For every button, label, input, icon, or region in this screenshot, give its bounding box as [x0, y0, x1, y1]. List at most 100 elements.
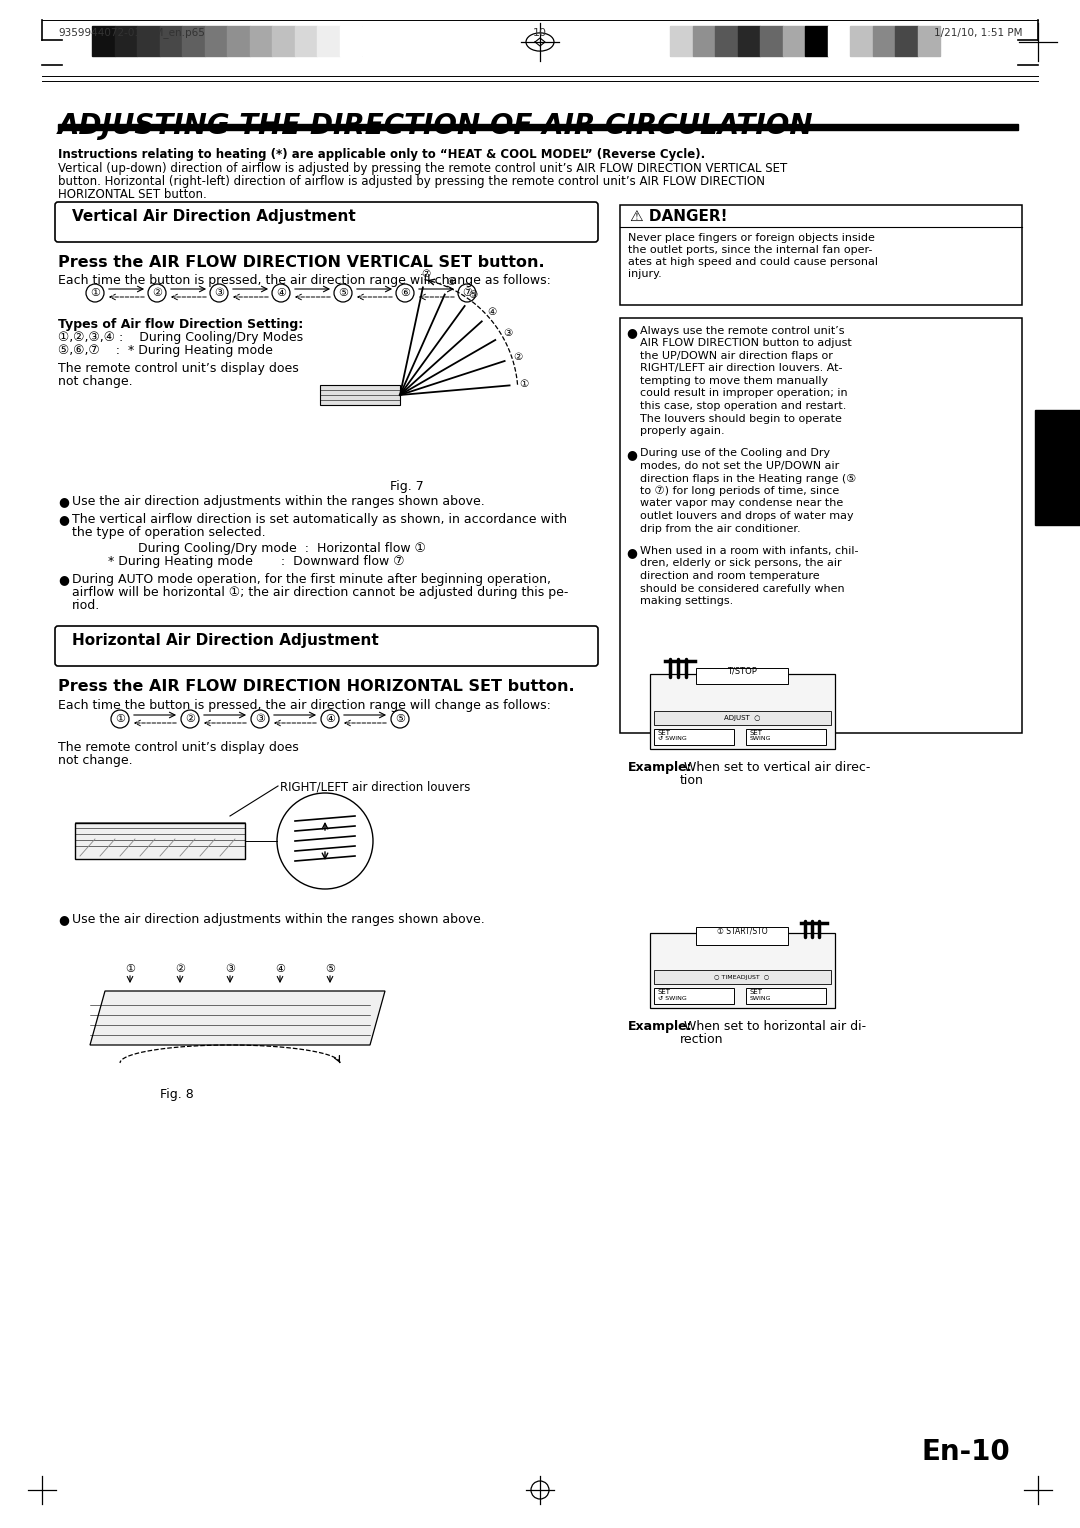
Circle shape: [111, 711, 129, 727]
Text: outlet louvers and drops of water may: outlet louvers and drops of water may: [640, 510, 853, 521]
Text: Vertical (up-down) direction of airflow is adjusted by pressing the remote contr: Vertical (up-down) direction of airflow …: [58, 162, 787, 176]
Text: direction and room temperature: direction and room temperature: [640, 571, 820, 581]
Text: En-10: En-10: [921, 1438, 1010, 1465]
Text: ①: ①: [114, 714, 125, 724]
Text: 9359944072-01_OM_en.p65: 9359944072-01_OM_en.p65: [58, 28, 205, 38]
Text: should be considered carefully when: should be considered carefully when: [640, 584, 845, 593]
Bar: [1035, 410, 1080, 526]
Bar: [715, 26, 738, 57]
Bar: [92, 26, 114, 57]
Bar: [654, 970, 831, 984]
Text: Use the air direction adjustments within the ranges shown above.: Use the air direction adjustments within…: [72, 914, 485, 926]
FancyBboxPatch shape: [55, 626, 598, 666]
Text: When set to vertical air direc-: When set to vertical air direc-: [680, 761, 870, 775]
Text: Instructions relating to heating (*) are applicable only to “HEAT & COOL MODEL” : Instructions relating to heating (*) are…: [58, 148, 705, 160]
Polygon shape: [320, 385, 400, 405]
Text: During Cooling/Dry mode  :  Horizontal flow ①: During Cooling/Dry mode : Horizontal flo…: [138, 542, 426, 555]
Text: modes, do not set the UP/DOWN air: modes, do not set the UP/DOWN air: [640, 461, 839, 471]
Bar: [137, 26, 160, 57]
Bar: [58, 124, 1018, 130]
Bar: [75, 824, 245, 859]
Text: dren, elderly or sick persons, the air: dren, elderly or sick persons, the air: [640, 559, 841, 568]
Circle shape: [396, 284, 414, 303]
Text: ⑤: ⑤: [469, 290, 477, 299]
Bar: [227, 26, 249, 57]
Text: The remote control unit’s display does: The remote control unit’s display does: [58, 741, 299, 753]
Text: ⑦: ⑦: [421, 269, 431, 278]
Text: ●: ●: [58, 573, 69, 587]
Text: Press the AIR FLOW DIRECTION VERTICAL SET button.: Press the AIR FLOW DIRECTION VERTICAL SE…: [58, 255, 544, 270]
Circle shape: [276, 793, 373, 889]
Text: Vertical Air Direction Adjustment: Vertical Air Direction Adjustment: [72, 209, 355, 225]
Text: Horizontal Air Direction Adjustment: Horizontal Air Direction Adjustment: [72, 633, 379, 648]
Text: RIGHT/LEFT air direction louvers: RIGHT/LEFT air direction louvers: [280, 781, 471, 795]
Text: ates at high speed and could cause personal: ates at high speed and could cause perso…: [627, 257, 878, 267]
Bar: [746, 729, 826, 746]
Text: riod.: riod.: [72, 599, 100, 613]
Bar: [620, 205, 1022, 306]
Text: SET: SET: [750, 989, 762, 995]
Text: 10: 10: [534, 28, 546, 38]
Bar: [114, 26, 137, 57]
Text: not change.: not change.: [58, 753, 133, 767]
Text: ④: ④: [325, 714, 335, 724]
Circle shape: [334, 284, 352, 303]
Bar: [160, 26, 183, 57]
Text: the type of operation selected.: the type of operation selected.: [72, 526, 266, 539]
Text: Example:: Example:: [627, 1021, 692, 1033]
Bar: [850, 26, 873, 57]
Text: making settings.: making settings.: [640, 596, 733, 607]
Text: 1/21/10, 1:51 PM: 1/21/10, 1:51 PM: [933, 28, 1022, 38]
Text: The vertical airflow direction is set automatically as shown, in accordance with: The vertical airflow direction is set au…: [72, 513, 567, 526]
Text: During use of the Cooling and Dry: During use of the Cooling and Dry: [640, 449, 831, 458]
Circle shape: [272, 284, 291, 303]
Text: SET: SET: [658, 989, 671, 995]
Text: During AUTO mode operation, for the first minute after beginning operation,: During AUTO mode operation, for the firs…: [72, 573, 551, 587]
Text: RIGHT/LEFT air direction louvers. At-: RIGHT/LEFT air direction louvers. At-: [640, 364, 842, 373]
Bar: [873, 26, 895, 57]
Text: ●: ●: [626, 325, 637, 339]
Bar: [318, 26, 339, 57]
Text: ⑥: ⑥: [446, 277, 455, 287]
Text: this case, stop operation and restart.: this case, stop operation and restart.: [640, 400, 847, 411]
Text: ●: ●: [58, 914, 69, 926]
Polygon shape: [90, 992, 384, 1045]
Text: ①: ①: [125, 964, 135, 973]
Text: button. Horizontal (right-left) direction of airflow is adjusted by pressing the: button. Horizontal (right-left) directio…: [58, 176, 765, 188]
Circle shape: [251, 711, 269, 727]
Bar: [670, 26, 940, 57]
Bar: [204, 26, 227, 57]
Text: Each time the button is pressed, the air direction range will change as follows:: Each time the button is pressed, the air…: [58, 698, 551, 712]
Text: ③: ③: [214, 287, 224, 298]
Text: airflow will be horizontal ①; the air direction cannot be adjusted during this p: airflow will be horizontal ①; the air di…: [72, 587, 568, 599]
Text: to ⑦) for long periods of time, since: to ⑦) for long periods of time, since: [640, 486, 839, 497]
Circle shape: [321, 711, 339, 727]
Text: ④: ④: [276, 287, 286, 298]
Text: The remote control unit’s display does: The remote control unit’s display does: [58, 362, 299, 374]
Text: SWING: SWING: [750, 736, 771, 741]
Bar: [746, 989, 826, 1004]
Text: * During Heating mode       :  Downward flow ⑦: * During Heating mode : Downward flow ⑦: [108, 555, 405, 568]
Text: SET: SET: [658, 730, 671, 736]
Bar: [696, 668, 788, 685]
Text: ① START/STO: ① START/STO: [717, 927, 767, 937]
Bar: [738, 26, 760, 57]
Text: injury.: injury.: [627, 269, 662, 280]
Bar: [918, 26, 940, 57]
Bar: [692, 26, 715, 57]
Text: When used in a room with infants, chil-: When used in a room with infants, chil-: [640, 545, 859, 556]
Text: not change.: not change.: [58, 374, 133, 388]
Bar: [272, 26, 295, 57]
Text: ●: ●: [626, 449, 637, 461]
Text: the UP/DOWN air direction flaps or: the UP/DOWN air direction flaps or: [640, 351, 833, 361]
Text: ①: ①: [90, 287, 100, 298]
Bar: [805, 26, 827, 57]
Text: Always use the remote control unit’s: Always use the remote control unit’s: [640, 325, 845, 336]
Text: ④: ④: [487, 307, 497, 316]
Text: Each time the button is pressed, the air direction range will change as follows:: Each time the button is pressed, the air…: [58, 274, 551, 287]
Text: ①: ①: [518, 379, 528, 390]
Text: SET: SET: [750, 730, 762, 736]
Text: ⑤: ⑤: [338, 287, 348, 298]
Text: ②: ②: [513, 351, 523, 362]
Bar: [696, 927, 788, 944]
